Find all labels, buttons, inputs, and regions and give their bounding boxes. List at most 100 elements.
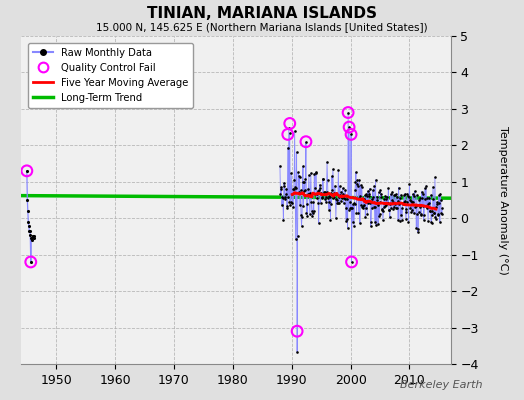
Point <box>308 212 316 219</box>
Point <box>397 205 406 211</box>
Point <box>347 259 356 265</box>
Point <box>303 213 312 219</box>
Point <box>396 218 405 224</box>
Point <box>326 216 335 223</box>
Point <box>343 196 351 202</box>
Point <box>314 220 323 226</box>
Point <box>362 191 370 197</box>
Point <box>364 200 373 206</box>
Point <box>349 219 357 226</box>
Point <box>286 120 294 127</box>
Point <box>431 174 439 180</box>
Point <box>297 223 305 230</box>
Point <box>358 184 366 190</box>
Point <box>354 210 363 216</box>
Point <box>353 177 362 183</box>
Point <box>314 200 322 207</box>
Point <box>305 211 314 218</box>
Point <box>355 177 364 184</box>
Point <box>414 226 422 232</box>
Point <box>315 187 323 194</box>
Point <box>294 169 302 176</box>
Point <box>423 194 431 201</box>
Point <box>350 223 358 229</box>
Point <box>356 192 365 199</box>
Point <box>29 235 38 242</box>
Point <box>320 189 329 196</box>
Point <box>387 191 395 197</box>
Point <box>303 200 311 207</box>
Point <box>339 185 347 191</box>
Point <box>341 187 350 193</box>
Point <box>336 192 344 198</box>
Point <box>437 210 445 216</box>
Point <box>424 200 433 206</box>
Point <box>347 131 355 138</box>
Point <box>300 188 308 194</box>
Point <box>366 223 375 230</box>
Point <box>382 196 390 202</box>
Point <box>399 198 408 205</box>
Point <box>299 163 307 170</box>
Point <box>326 194 334 200</box>
Point <box>296 202 304 209</box>
Point <box>434 212 443 218</box>
Point <box>289 204 298 210</box>
Point <box>355 195 363 201</box>
Point <box>424 217 432 224</box>
Point <box>433 201 442 208</box>
Point <box>405 181 413 188</box>
Point <box>377 191 386 197</box>
Point <box>344 109 352 116</box>
Point <box>426 208 434 215</box>
Point <box>304 186 312 192</box>
Point <box>375 210 384 217</box>
Point <box>397 192 405 198</box>
Point <box>407 198 415 204</box>
Point <box>27 235 36 242</box>
Point <box>436 190 444 197</box>
Y-axis label: Temperature Anomaly (°C): Temperature Anomaly (°C) <box>498 126 508 274</box>
Point <box>433 199 441 205</box>
Point <box>428 212 436 218</box>
Point <box>396 195 404 201</box>
Point <box>23 168 31 174</box>
Point <box>297 187 305 194</box>
Point <box>369 204 378 210</box>
Point <box>410 210 418 216</box>
Point <box>364 188 372 194</box>
Point <box>395 200 403 207</box>
Point <box>27 259 35 265</box>
Point <box>375 213 383 220</box>
Point <box>279 195 287 202</box>
Point <box>434 211 442 218</box>
Point <box>328 173 336 179</box>
Point <box>288 200 297 206</box>
Point <box>293 328 301 334</box>
Point <box>350 200 358 207</box>
Point <box>322 199 330 206</box>
Point <box>381 202 390 209</box>
Point <box>318 194 326 200</box>
Point <box>372 222 380 228</box>
Point <box>354 182 362 189</box>
Point <box>306 190 314 196</box>
Point <box>408 206 417 213</box>
Point <box>397 212 405 218</box>
Point <box>330 189 339 196</box>
Point <box>409 199 418 205</box>
Point <box>405 194 413 200</box>
Point <box>324 194 332 201</box>
Point <box>411 188 419 194</box>
Point <box>358 204 367 210</box>
Point <box>277 184 286 190</box>
Point <box>289 186 297 192</box>
Point <box>399 200 407 206</box>
Point <box>353 181 361 187</box>
Point <box>366 186 374 192</box>
Point <box>24 219 32 225</box>
Point <box>320 189 328 195</box>
Point <box>294 172 303 179</box>
Point <box>334 200 342 206</box>
Point <box>339 191 347 197</box>
